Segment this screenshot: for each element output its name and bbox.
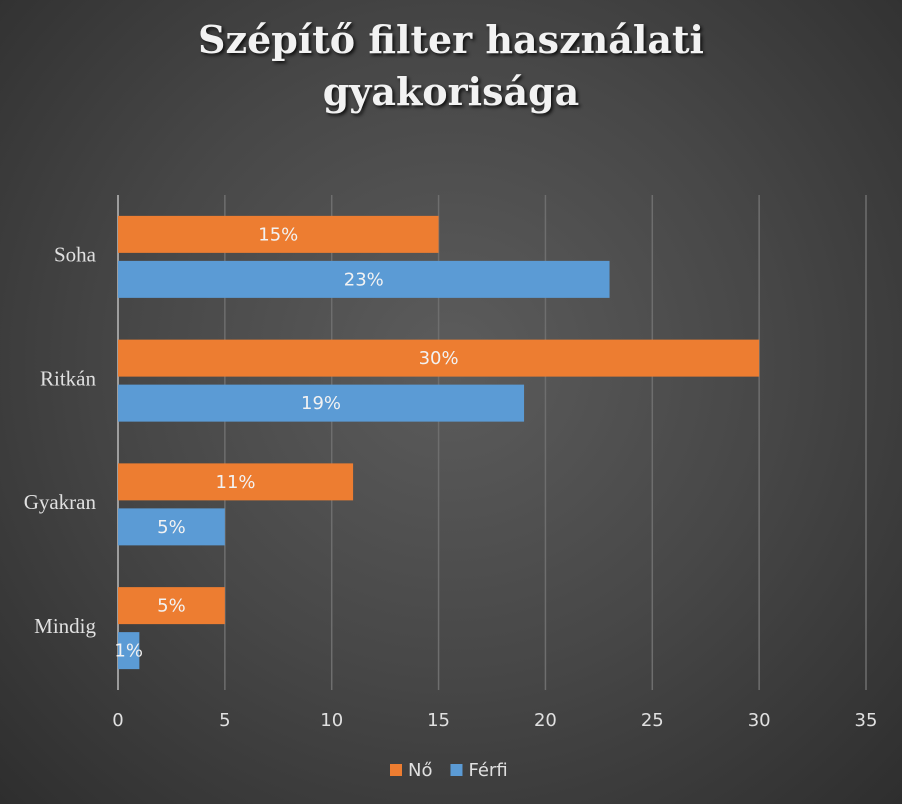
y-tick-label: Soha <box>54 243 97 267</box>
x-tick-label: 0 <box>112 710 123 731</box>
legend-label: Férfi <box>468 760 507 781</box>
legend-swatch <box>390 764 402 776</box>
y-tick-label: Mindig <box>34 614 96 638</box>
x-tick-label: 15 <box>427 710 450 731</box>
x-tick-label: 10 <box>320 710 343 731</box>
x-tick-label: 30 <box>748 710 771 731</box>
value-label: 5% <box>157 596 186 617</box>
value-label: 19% <box>301 393 341 414</box>
x-tick-label: 5 <box>219 710 230 731</box>
bar <box>118 587 225 625</box>
legend-label: Nő <box>408 760 432 781</box>
value-label: 30% <box>419 348 459 369</box>
legend-swatch <box>450 764 463 776</box>
value-label: 15% <box>258 224 298 245</box>
chart-title: Szépítő filter használati gyakorisága <box>198 17 704 114</box>
y-tick-label: Gyakran <box>24 490 97 514</box>
bar <box>118 260 610 298</box>
x-tick-label: 25 <box>641 710 664 731</box>
y-tick-label: Ritkán <box>40 366 96 390</box>
bar <box>118 508 225 546</box>
bar <box>118 632 140 670</box>
value-label: 5% <box>157 517 186 538</box>
bar <box>118 384 525 422</box>
x-tick-label: 35 <box>855 710 878 731</box>
value-label: 1% <box>114 641 143 662</box>
bar <box>118 215 439 253</box>
bar <box>118 339 760 377</box>
value-label: 11% <box>216 472 256 493</box>
bar <box>118 463 354 501</box>
value-label: 23% <box>344 269 384 290</box>
x-tick-label: 20 <box>534 710 557 731</box>
